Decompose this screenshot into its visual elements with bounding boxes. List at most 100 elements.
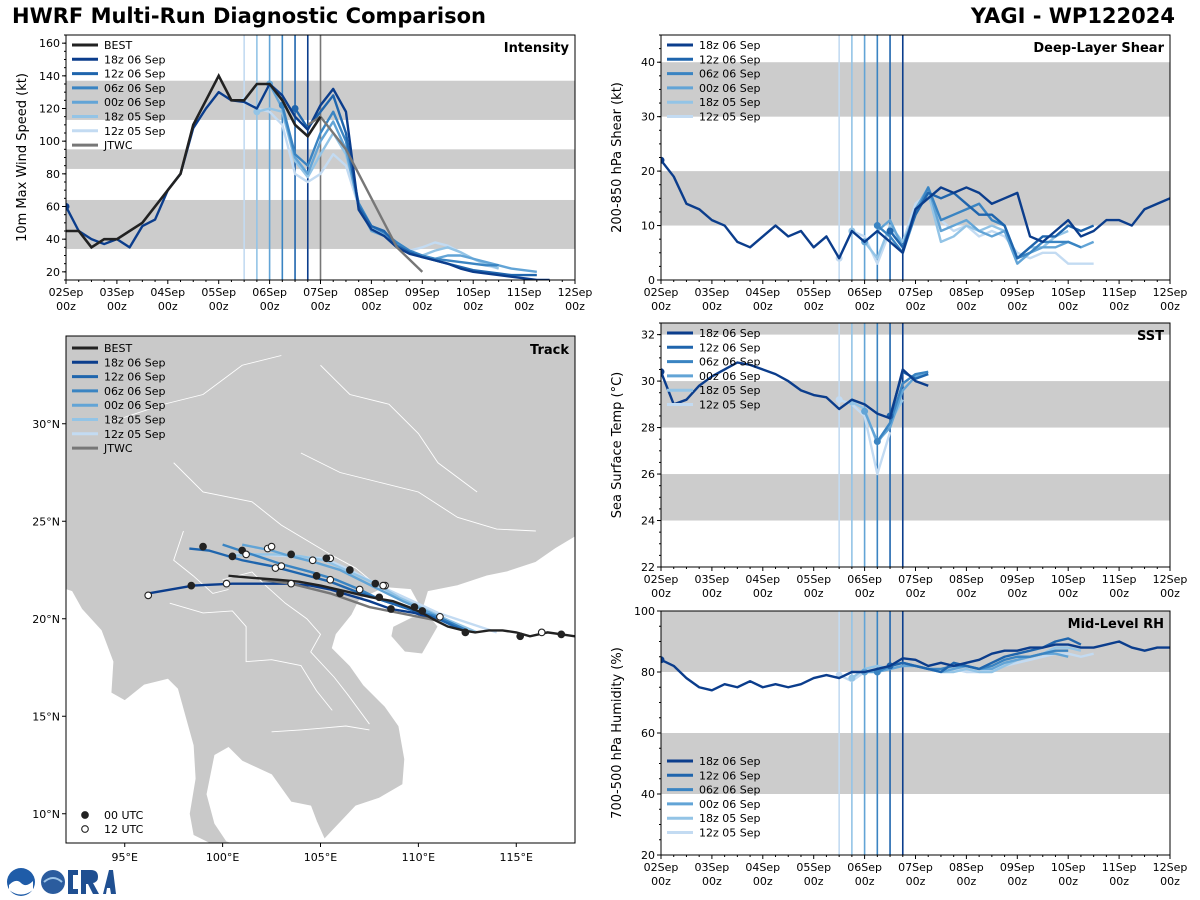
shear-series-0-init-marker	[661, 156, 665, 164]
shear-title: Deep-Layer Shear	[1033, 41, 1164, 56]
sst-series-2	[876, 370, 929, 443]
intensity-xtick-day-1: 03Sep	[100, 286, 135, 299]
intensity-xtick-day-7: 09Sep	[405, 286, 440, 299]
intensity-xtick-hour-10: 00z	[565, 300, 585, 313]
rh-xtick-hour-2: 00z	[753, 875, 773, 888]
sst-xtick-day-5: 07Sep	[898, 573, 933, 586]
sst-xtick-hour-1: 00z	[702, 587, 722, 600]
track-xtick-label-0: 95°E	[112, 851, 138, 864]
intensity-legend-label-7: JTWC	[103, 139, 133, 152]
sst-xtick-hour-0: 00z	[651, 587, 671, 600]
intensity-legend-label-2: 12z 06 Sep	[104, 68, 166, 81]
intensity-legend-label-5: 18z 05 Sep	[104, 111, 166, 124]
sst-xtick-hour-3: 00z	[804, 587, 824, 600]
track-marker-legend-symbol-0	[81, 811, 89, 819]
track-ytick-label-3: 25°N	[32, 515, 60, 528]
shear-legend-label-5: 12z 05 Sep	[699, 111, 761, 124]
land-mainland	[66, 336, 575, 843]
shear-series-0	[661, 159, 1170, 260]
sst-xtick-day-6: 08Sep	[949, 573, 984, 586]
rh-xtick-day-7: 09Sep	[1000, 861, 1035, 874]
rh-xtick-day-3: 05Sep	[796, 861, 831, 874]
rh-xtick-day-2: 04Sep	[745, 861, 780, 874]
intensity-xtick-day-6: 08Sep	[354, 286, 389, 299]
rh-xtick-day-1: 03Sep	[695, 861, 730, 874]
sst-xtick-day-3: 05Sep	[796, 573, 831, 586]
intensity-series-0	[66, 82, 550, 280]
track-legend-label-3: 06z 06 Sep	[104, 385, 166, 398]
sst-band-0	[661, 474, 1170, 521]
shear-xtick-hour-0: 00z	[651, 300, 671, 313]
rh-legend-label-2: 06z 06 Sep	[699, 784, 761, 797]
intensity-xtick-hour-0: 00z	[56, 300, 76, 313]
track-jtwc	[261, 578, 439, 622]
intensity-best-line	[66, 73, 322, 250]
sst-legend-label-5: 12z 05 Sep	[699, 399, 761, 412]
sst-ytick-label-4: 30	[641, 375, 655, 388]
track-series-3-marker-2	[308, 556, 317, 565]
rh-ytick-label-0: 20	[641, 849, 655, 862]
rh-ylabel: 700-500 hPa Humidity (%)	[610, 647, 625, 819]
intensity-xtick-day-8: 10Sep	[456, 286, 491, 299]
intensity-legend-label-6: 12z 05 Sep	[104, 125, 166, 138]
sst-series-0-init-marker	[661, 368, 665, 376]
sst-xtick-day-2: 04Sep	[745, 573, 780, 586]
track-series-4-marker-0	[371, 579, 380, 588]
rh-plot-area	[661, 611, 1170, 855]
sst-xtick-hour-5: 00z	[906, 587, 926, 600]
rh-xtick-day-5: 07Sep	[898, 861, 933, 874]
rh-ytick-label-1: 40	[641, 788, 655, 801]
track-series-2-marker-1	[326, 575, 335, 584]
shear-series-1-init-marker	[886, 227, 894, 235]
sst-series-3-init-marker	[861, 407, 869, 415]
sst-ytick-label-1: 24	[641, 515, 655, 528]
shear-xtick-hour-7: 00z	[1007, 300, 1027, 313]
shear-legend-label-0: 18z 06 Sep	[699, 39, 761, 52]
track-series-4-marker-3	[242, 550, 250, 559]
shear-xtick-hour-3: 00z	[804, 300, 824, 313]
shear-ytick-label-1: 10	[641, 220, 655, 233]
track-legend-label-0: BEST	[104, 342, 132, 355]
shear-series-2-init-marker	[873, 222, 881, 230]
rh-xtick-hour-0: 00z	[651, 875, 671, 888]
intensity-legend-label-0: BEST	[104, 39, 132, 52]
shear-xtick-hour-1: 00z	[702, 300, 722, 313]
rh-xtick-day-6: 08Sep	[949, 861, 984, 874]
shear-xtick-day-5: 07Sep	[898, 286, 933, 299]
rh-series-1	[889, 637, 1082, 674]
intensity-xtick-hour-8: 00z	[463, 300, 483, 313]
track-best-marker-4	[436, 612, 444, 621]
intensity-plot-area	[66, 35, 575, 280]
shear-xtick-hour-5: 00z	[906, 300, 926, 313]
track-ytick-label-0: 10°N	[32, 808, 60, 821]
sst-ytick-label-0: 22	[641, 561, 655, 574]
intensity-ytick-label-2: 60	[46, 201, 60, 214]
shear-xtick-day-4: 06Sep	[847, 286, 882, 299]
track-best-marker-2	[516, 632, 525, 641]
rh-xtick-day-9: 11Sep	[1102, 861, 1137, 874]
sst-series-0	[661, 361, 929, 420]
cira-noaa-logo	[7, 868, 116, 896]
admin-border-3	[271, 725, 370, 733]
shear-xtick-day-6: 08Sep	[949, 286, 984, 299]
rh-band-1	[661, 611, 1170, 672]
shear-xtick-hour-9: 00z	[1109, 300, 1129, 313]
rh-legend-label-3: 00z 06 Sep	[699, 798, 761, 811]
track-legend-label-6: 12z 05 Sep	[104, 428, 166, 441]
intensity-ytick-label-4: 100	[39, 135, 60, 148]
track-xtick-label-1: 100°E	[206, 851, 239, 864]
intensity-ytick-label-6: 140	[39, 70, 60, 83]
sst-title: SST	[1137, 329, 1164, 344]
intensity-xtick-hour-7: 00z	[412, 300, 432, 313]
track-best	[228, 574, 575, 638]
track-marker-legend-symbol-1	[81, 825, 89, 833]
admin-border-0	[173, 462, 380, 588]
rh-xtick-hour-5: 00z	[906, 875, 926, 888]
rh-series-0-init-marker	[661, 656, 665, 664]
intensity-ytick-label-1: 40	[46, 233, 60, 246]
track-series-5-marker-0	[379, 581, 387, 590]
track-series-0-marker-1	[336, 589, 344, 598]
intensity-panel: 2040608010012014016002Sep00z03Sep00z04Se…	[15, 34, 592, 313]
